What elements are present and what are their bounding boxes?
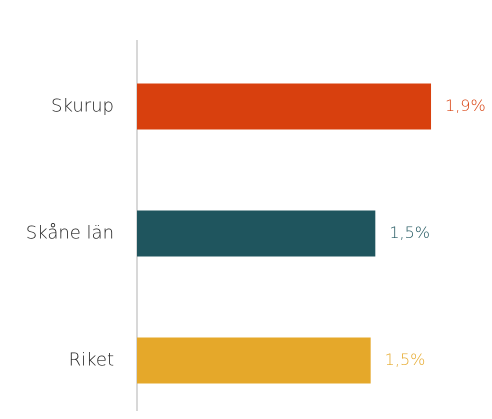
bar <box>137 83 432 130</box>
category-label: Riket <box>69 350 114 371</box>
category-label: Skurup <box>51 96 114 117</box>
value-label: 1,5% <box>385 350 426 369</box>
bar <box>137 210 376 257</box>
category-label: Skåne län <box>26 223 114 244</box>
value-label: 1,5% <box>389 223 430 242</box>
value-label: 1,9% <box>445 96 486 115</box>
bar <box>137 337 371 384</box>
